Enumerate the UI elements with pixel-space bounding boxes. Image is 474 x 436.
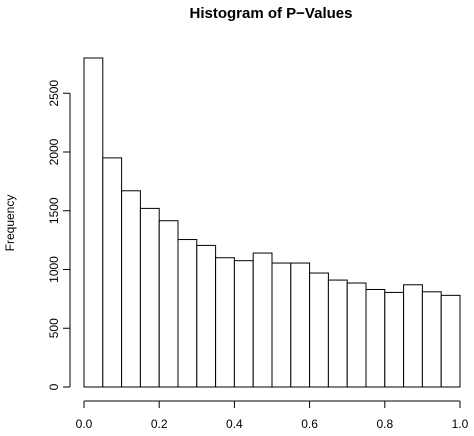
- histogram-bar: [196, 244, 217, 388]
- histogram-bar: [384, 291, 405, 388]
- bars-group: [83, 57, 461, 388]
- x-tick-label: 0.4: [226, 417, 243, 431]
- histogram-bar: [346, 282, 367, 388]
- histogram-bar: [177, 239, 198, 388]
- histogram-bar: [121, 190, 141, 388]
- histogram-bar: [271, 262, 292, 388]
- y-axis: 0 500 1000 1500 2000 2500: [47, 80, 71, 390]
- histogram-bar: [309, 272, 329, 388]
- histogram-bar: [440, 294, 461, 388]
- histogram-bar: [252, 252, 273, 388]
- y-tick-label: 2000: [47, 138, 61, 165]
- x-tick-label: 0.0: [76, 417, 93, 431]
- histogram-bar: [158, 220, 179, 388]
- y-tick-label: 500: [47, 318, 61, 338]
- histogram-bar: [102, 157, 123, 388]
- y-axis-label: Frequency: [3, 195, 17, 252]
- histogram-bar: [327, 279, 348, 388]
- x-tick-label: 0.6: [301, 417, 318, 431]
- x-tick-label: 0.2: [151, 417, 168, 431]
- histogram-bar: [290, 262, 311, 388]
- histogram-bar: [403, 284, 423, 388]
- y-tick-label: 1000: [47, 256, 61, 283]
- y-tick-label: 0: [47, 383, 61, 390]
- x-tick-label: 0.8: [376, 417, 393, 431]
- x-axis: 0.0 0.2 0.4 0.6 0.8 1.0: [76, 400, 469, 431]
- histogram-bar: [215, 257, 235, 388]
- histogram-bar: [83, 57, 104, 388]
- histogram-bar: [139, 207, 160, 388]
- histogram-bar: [233, 260, 254, 388]
- histogram-bar: [421, 291, 442, 388]
- y-tick-label: 2500: [47, 80, 61, 107]
- histogram-bar: [365, 288, 386, 388]
- chart-title: Histogram of P−Values: [190, 5, 353, 22]
- x-tick-label: 1.0: [452, 417, 469, 431]
- y-tick-label: 1500: [47, 197, 61, 224]
